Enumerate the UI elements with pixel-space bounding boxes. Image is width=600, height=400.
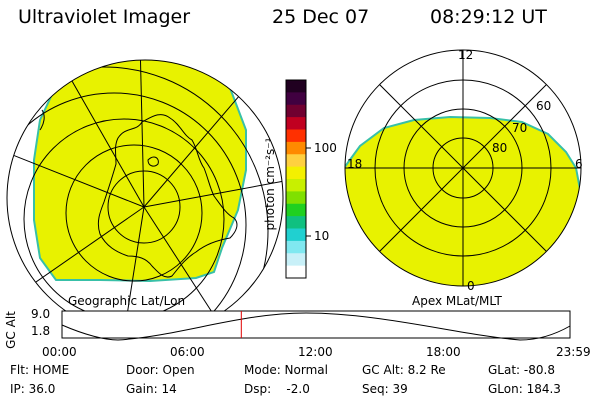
colorbar-frame (285, 79, 307, 279)
timeline-xtick: 00:00 (42, 345, 77, 359)
timeline-axis-title: GC Alt (4, 311, 18, 349)
mlat-label-70: 70 (512, 121, 528, 135)
latitude-circles (7, 66, 269, 336)
colorbar-swatch (286, 166, 306, 180)
colorbar-swatch (286, 129, 306, 143)
colorbar-swatch (286, 203, 306, 217)
timeline-ytick-top: 9.0 (31, 307, 51, 321)
timeline-plot (61, 310, 571, 341)
colorbar-swatch (286, 80, 306, 93)
timeline-ytick-bottom: 1.8 (31, 324, 51, 338)
colorbar-swatch (286, 240, 306, 254)
colorbar (285, 79, 311, 279)
colorbar-tick-100: 100 (314, 141, 337, 155)
mlt-label-left: 18 (347, 157, 363, 171)
status-flight: Flt: HOME (10, 363, 70, 377)
status-door: Door: Open (126, 363, 195, 377)
colorbar-swatch (286, 117, 306, 131)
timeline-xtick: 18:00 (426, 345, 461, 359)
instrument-title: Ultraviolet Imager (18, 6, 191, 28)
status-seq: Seq: 39 (362, 382, 408, 396)
right-panel-caption: Apex MLat/MLT (412, 294, 502, 308)
status-glon: GLon: 184.3 (488, 382, 561, 396)
colorbar-swatch (286, 141, 306, 155)
geographic-map (6, 59, 284, 337)
mlt-label-right: 6 (575, 157, 583, 171)
right-frame-circle (344, 49, 582, 287)
aurora-emission-region (33, 60, 247, 283)
status-gain: Gain: 14 (126, 382, 177, 396)
timeline-frame (61, 310, 571, 339)
coastline-antarctica (97, 114, 238, 278)
orbit-altitude-curve (61, 312, 571, 341)
colorbar-tick-10: 10 (314, 229, 330, 243)
status-ip: IP: 36.0 (10, 382, 56, 396)
apex-polar-plot (344, 49, 582, 287)
timeline-xtick: 06:00 (170, 345, 205, 359)
timeline-xtick: 12:00 (298, 345, 333, 359)
colorbar-swatch (286, 253, 306, 267)
colorbar-swatch (286, 216, 306, 230)
colorbar-swatch (286, 104, 306, 118)
mlt-label-top: 12 (458, 48, 474, 62)
status-gc-alt: GC Alt: 8.2 Re (362, 363, 446, 377)
mlat-label-80: 80 (492, 141, 508, 155)
colorbar-swatch (286, 228, 306, 242)
colorbar-unit-label: photon cm⁻²s⁻¹ (263, 137, 277, 231)
mlt-spokes (345, 50, 581, 286)
colorbar-swatch (286, 179, 306, 192)
status-mode: Mode: Normal (244, 363, 328, 377)
colorbar-swatch (286, 92, 306, 106)
colorbar-swatch (286, 265, 306, 279)
timeline-xtick: 23:59 (556, 345, 591, 359)
left-panel-caption: Geographic Lat/Lon (68, 294, 186, 308)
status-glat: GLat: -80.8 (488, 363, 555, 377)
observation-time: 08:29:12 UT (430, 6, 547, 28)
colorbar-swatch (286, 154, 306, 168)
observation-date: 25 Dec 07 (272, 6, 370, 28)
status-dsp: Dsp: -2.0 (244, 382, 310, 396)
colorbar-swatch (286, 191, 306, 205)
mlt-label-bottom: 0 (467, 279, 475, 293)
mlat-label-60: 60 (536, 99, 552, 113)
